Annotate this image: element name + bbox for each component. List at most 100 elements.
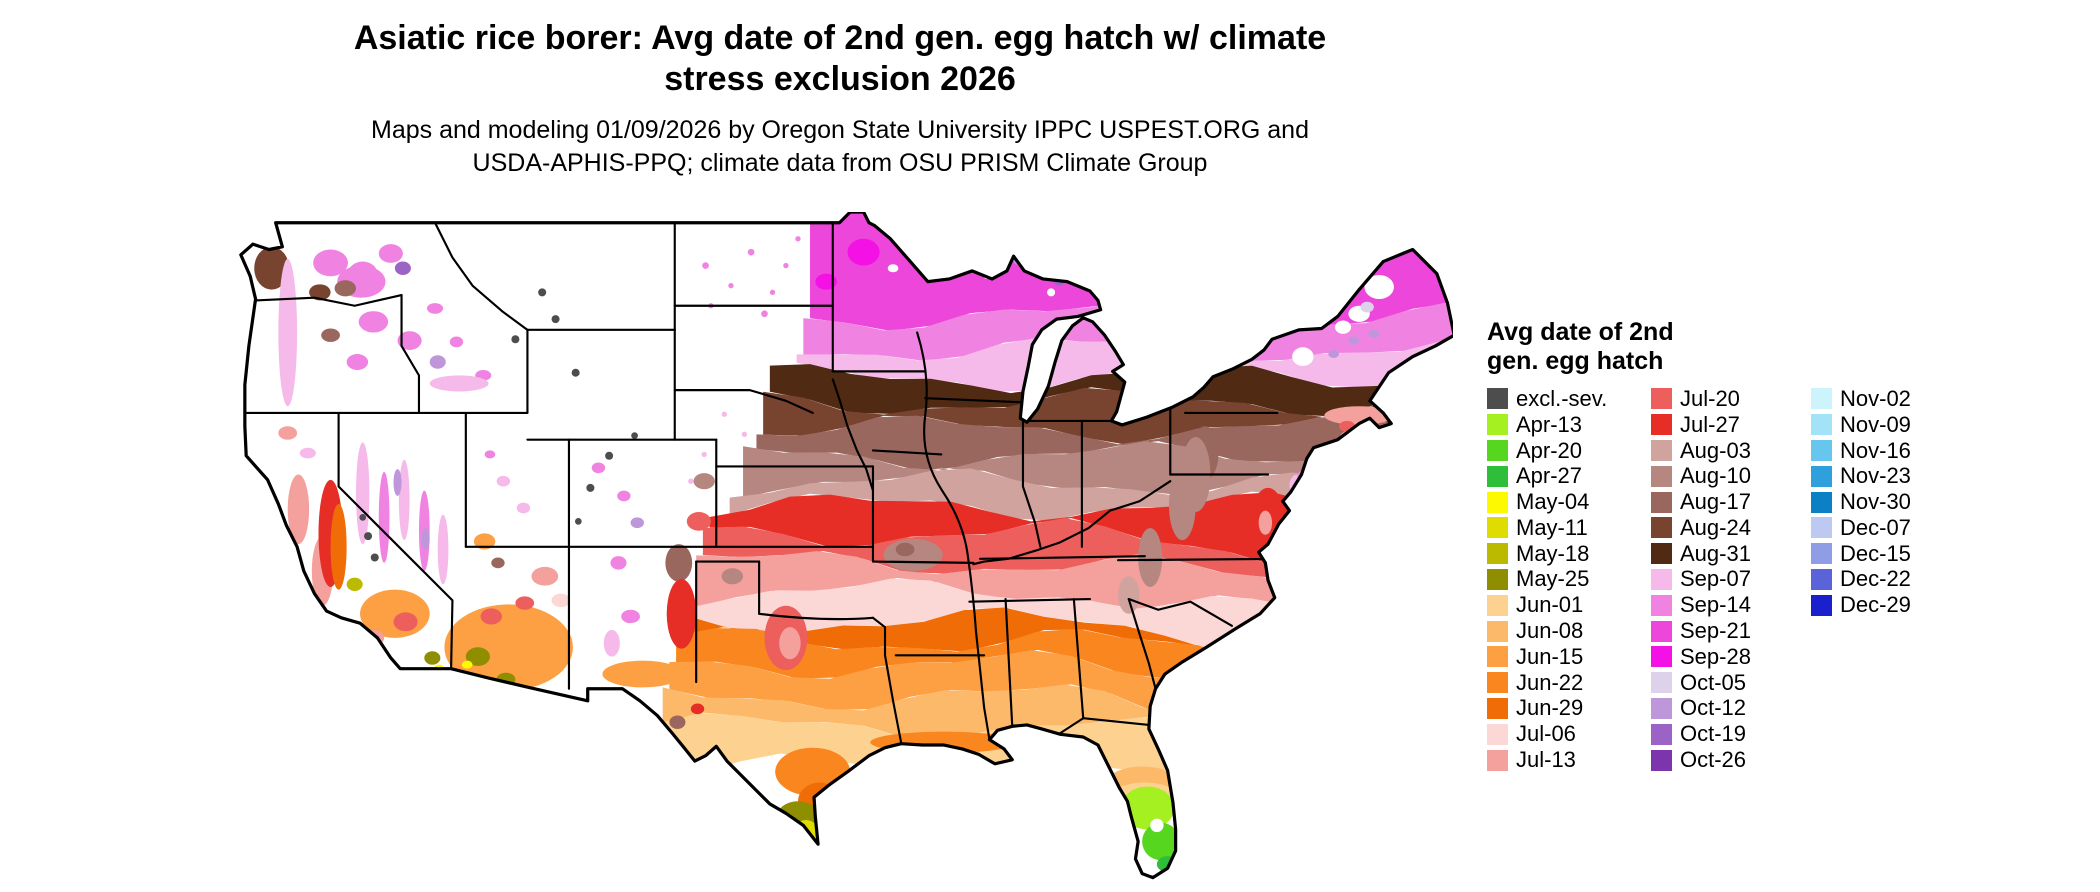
legend-column-2: Jul-20 Jul-27 Aug-03 Aug-10 Aug-17 Aug-24 Aug-… (1651, 386, 1797, 773)
legend-label: Aug-10 (1680, 463, 1751, 489)
legend-label: Nov-16 (1840, 437, 1911, 463)
legend-label: Sep-07 (1680, 566, 1751, 592)
legend-swatch (1651, 749, 1672, 771)
legend-item: Dec-15 (1811, 541, 1911, 567)
legend-label: Sep-14 (1680, 592, 1751, 618)
map-title-line1: Asiatic rice borer: Avg date of 2nd gen.… (353, 19, 1327, 57)
legend-label: Oct-12 (1680, 695, 1747, 721)
legend-column-1: excl.-sev. Apr-13 Apr-20 Apr-27 May-04 May-11… (1487, 386, 1637, 773)
legend-item: Apr-27 (1487, 463, 1637, 489)
legend-swatch (1487, 672, 1508, 694)
legend-swatch (1487, 568, 1508, 590)
legend-label: Dec-15 (1840, 540, 1911, 566)
legend-label: May-18 (1516, 540, 1590, 566)
legend-label: Sep-21 (1680, 618, 1751, 644)
legend-label: Jul-20 (1680, 385, 1740, 411)
legend-swatch (1651, 697, 1672, 719)
legend-item: Jul-27 (1651, 412, 1797, 438)
legend-item: excl.-sev. (1487, 386, 1637, 412)
legend-item: Aug-17 (1651, 489, 1797, 515)
legend-swatch (1651, 439, 1672, 461)
legend-swatch (1487, 723, 1508, 745)
legend-swatch (1487, 594, 1508, 616)
legend-item: Dec-07 (1811, 515, 1911, 541)
map-title-line2: stress exclusion 2026 (664, 60, 1016, 98)
legend-item: Aug-10 (1651, 463, 1797, 489)
legend-item: Oct-12 (1651, 695, 1797, 722)
legend-item: Jun-22 (1487, 670, 1637, 696)
map-title: Asiatic rice borer: Avg date of 2nd gen.… (240, 18, 1440, 100)
legend-swatch (1651, 388, 1672, 410)
legend-swatch (1487, 646, 1508, 668)
legend-item: Jun-01 (1487, 592, 1637, 618)
legend-item: Aug-03 (1651, 438, 1797, 464)
legend-swatch (1487, 517, 1508, 539)
legend-label: Sep-28 (1680, 643, 1751, 669)
legend-swatch (1811, 543, 1832, 565)
legend-label: Dec-29 (1840, 592, 1911, 618)
legend-label: Jun-01 (1516, 592, 1584, 618)
legend-item: Nov-09 (1811, 412, 1911, 438)
legend-label: Jul-06 (1516, 721, 1576, 747)
legend-item: Oct-05 (1651, 670, 1797, 696)
legend-swatch (1811, 439, 1832, 461)
map-subtitle-line2: USDA-APHIS-PPQ; climate data from OSU PR… (472, 149, 1208, 177)
legend-item: Dec-29 (1811, 592, 1911, 618)
legend-swatch (1811, 491, 1832, 513)
legend-swatch (1651, 723, 1672, 745)
map-fill-layer (240, 212, 1453, 878)
legend-item: Jul-13 (1487, 747, 1637, 773)
us-outline (239, 212, 1453, 880)
legend-item: Dec-22 (1811, 566, 1911, 593)
legend-swatch (1487, 414, 1508, 436)
legend-item: Sep-28 (1651, 644, 1797, 670)
legend-item: May-11 (1487, 515, 1637, 541)
legend-swatch (1487, 465, 1508, 487)
legend-label: Aug-31 (1680, 540, 1751, 566)
legend-item: Oct-26 (1651, 747, 1797, 773)
legend-swatch (1811, 517, 1832, 539)
legend-columns: excl.-sev. Apr-13 Apr-20 Apr-27 May-04 May-11… (1487, 386, 1925, 773)
legend-label: Nov-30 (1840, 489, 1911, 515)
legend-label: Oct-26 (1680, 747, 1747, 773)
us-map-svg (239, 212, 1453, 880)
legend-label: Jul-27 (1680, 411, 1740, 437)
legend-label: May-04 (1516, 489, 1590, 515)
legend-swatch (1487, 543, 1508, 565)
legend-label: Jun-08 (1516, 618, 1584, 644)
legend-item: Sep-14 (1651, 592, 1797, 618)
legend-swatch (1651, 594, 1672, 616)
legend-swatch (1651, 620, 1672, 642)
state-borders (243, 221, 1279, 744)
legend-label: Jul-13 (1516, 747, 1576, 773)
legend-column-3: Nov-02 Nov-09 Nov-16 Nov-23 Nov-30 Dec-07 Dec-… (1811, 386, 1911, 618)
legend-item: Jul-20 (1651, 386, 1797, 412)
legend-label: May-11 (1516, 514, 1588, 540)
legend-item: Jun-08 (1487, 618, 1637, 644)
legend-swatch (1811, 594, 1832, 616)
legend-swatch (1651, 543, 1672, 565)
legend-item: Jul-06 (1487, 721, 1637, 747)
legend-title-line1: Avg date of 2nd (1487, 318, 1674, 346)
legend-item: Apr-13 (1487, 412, 1637, 438)
legend-item: Nov-23 (1811, 463, 1911, 489)
legend-item: Sep-07 (1651, 566, 1797, 593)
legend-swatch (1651, 517, 1672, 539)
legend-label: Jun-15 (1516, 643, 1584, 669)
legend-swatch (1811, 388, 1832, 410)
legend-swatch (1811, 568, 1832, 590)
legend-label: Dec-07 (1840, 514, 1911, 540)
legend-item: Oct-19 (1651, 721, 1797, 747)
legend-swatch (1487, 620, 1508, 642)
legend-label: Oct-05 (1680, 669, 1747, 695)
map-subtitle: Maps and modeling 01/09/2026 by Oregon S… (240, 114, 1440, 180)
legend-item: May-25 (1487, 566, 1637, 593)
legend-swatch (1811, 465, 1832, 487)
legend-item: Nov-16 (1811, 438, 1911, 464)
legend-label: May-25 (1516, 566, 1590, 592)
legend-item: Jun-15 (1487, 644, 1637, 670)
legend-swatch (1651, 672, 1672, 694)
legend-label: Oct-19 (1680, 721, 1747, 747)
legend-item: Jun-29 (1487, 695, 1637, 722)
legend-item: Sep-21 (1651, 618, 1797, 644)
